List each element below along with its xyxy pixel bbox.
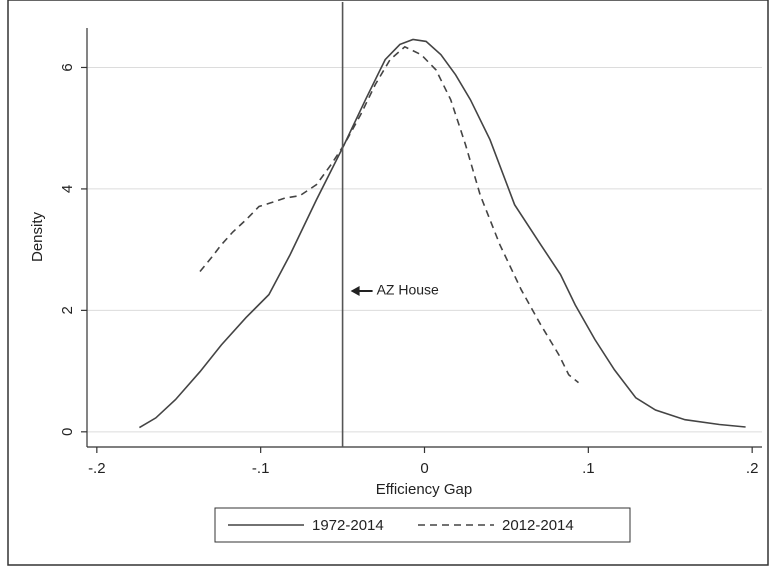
density-line [199, 45, 580, 384]
y-tick-label: 0 [59, 428, 76, 436]
legend-label: 1972-2014 [312, 517, 384, 534]
annotation: AZ House [377, 282, 439, 298]
x-axis-label: Efficiency Gap [376, 481, 472, 498]
x-tick-label: 0 [420, 460, 428, 477]
x-tick-label: -.1 [252, 460, 270, 477]
density-line [138, 38, 746, 429]
x-tick-label: .2 [746, 460, 759, 477]
chart-frame [7, 0, 769, 566]
y-tick-label: 6 [59, 63, 76, 71]
y-tick-label: 2 [59, 306, 76, 314]
y-axis-label: Density [29, 211, 46, 262]
x-tick-label: -.2 [88, 460, 106, 477]
y-tick-label: 4 [59, 185, 76, 193]
annotation-arrowhead [350, 286, 360, 296]
x-tick-label: .1 [582, 460, 595, 477]
legend-label: 2012-2014 [502, 517, 574, 534]
